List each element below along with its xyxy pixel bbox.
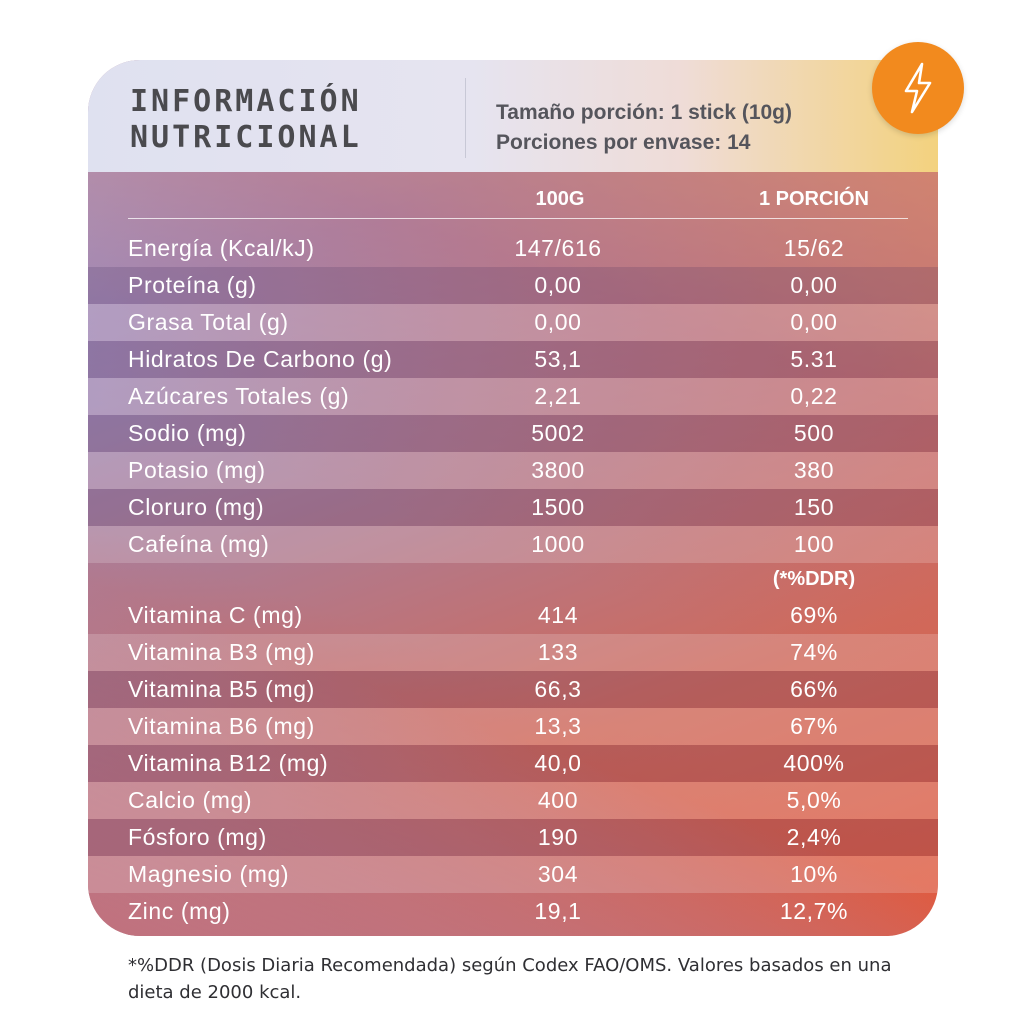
value-portion: 69%	[790, 602, 838, 628]
value-portion: 500	[793, 420, 835, 446]
table-row: Vitamina B12 (mg) 40,0 400%	[88, 745, 938, 782]
row-label: Vitamina B12 (mg)	[128, 750, 329, 776]
value-portion: 74%	[790, 639, 838, 665]
table-row: Hidratos De Carbono (g) 53,1 5.31	[88, 341, 938, 378]
row-label: Calcio (mg)	[128, 787, 253, 813]
value-100g: 40,0	[534, 750, 582, 776]
row-label: Cafeína (mg)	[128, 531, 270, 557]
value-portion: 100	[793, 531, 835, 557]
table-row: Magnesio (mg) 304 10%	[88, 856, 938, 893]
row-label: Grasa Total (g)	[128, 309, 289, 335]
ddr-header: (*%DDR)	[772, 568, 856, 590]
value-portion: 67%	[790, 713, 838, 739]
header-rule	[128, 218, 908, 219]
table-row: Vitamina B6 (mg) 13,3 67%	[88, 708, 938, 745]
value-100g: 0,00	[534, 272, 582, 298]
table-row: Calcio (mg) 400 5,0%	[88, 782, 938, 819]
value-100g: 147/616	[514, 235, 602, 261]
title-line-2: NUTRICIONAL	[130, 120, 362, 155]
footnote: *%DDR (Dosis Diaria Recomendada) según C…	[128, 955, 892, 1003]
value-100g: 53,1	[534, 346, 582, 372]
row-label: Vitamina C (mg)	[128, 602, 303, 628]
row-label: Azúcares Totales (g)	[128, 383, 350, 409]
value-portion: 0,22	[790, 383, 838, 409]
value-100g: 66,3	[534, 676, 582, 702]
row-label: Vitamina B6 (mg)	[128, 713, 315, 739]
value-100g: 5002	[531, 420, 585, 446]
row-label: Magnesio (mg)	[128, 861, 290, 887]
value-100g: 13,3	[534, 713, 582, 739]
value-100g: 304	[537, 861, 579, 887]
value-portion: 15/62	[783, 235, 845, 261]
value-100g: 133	[537, 639, 579, 665]
value-100g: 19,1	[534, 898, 582, 924]
portion-info: Tamaño porción: 1 stick (10g) Porciones …	[496, 98, 792, 158]
value-100g: 2,21	[534, 383, 582, 409]
value-portion: 66%	[790, 676, 838, 702]
table-row: Vitamina B5 (mg) 66,3 66%	[88, 671, 938, 708]
header-divider	[465, 78, 466, 158]
value-100g: 190	[537, 824, 579, 850]
table-row: Grasa Total (g) 0,00 0,00	[88, 304, 938, 341]
card-header: INFORMACIÓN NUTRICIONAL Tamaño porción: …	[88, 60, 938, 172]
value-100g: 400	[537, 787, 579, 813]
row-label: Vitamina B3 (mg)	[128, 639, 315, 665]
row-label: Zinc (mg)	[128, 898, 231, 924]
table-row: Potasio (mg) 3800 380	[88, 452, 938, 489]
table-row: Proteína (g) 0,00 0,00	[88, 267, 938, 304]
value-100g: 414	[537, 602, 579, 628]
value-portion: 380	[793, 457, 835, 483]
row-label: Vitamina B5 (mg)	[128, 676, 315, 702]
nutrition-card: INFORMACIÓN NUTRICIONAL Tamaño porción: …	[88, 60, 938, 936]
table-row: Cloruro (mg) 1500 150	[88, 489, 938, 526]
nutrient-table: Energía (Kcal/kJ) 147/616 15/62 Proteína (g…	[88, 60, 938, 936]
table-row: Azúcares Totales (g) 2,21 0,22	[88, 378, 938, 415]
value-portion: 10%	[790, 861, 838, 887]
value-portion: 400%	[783, 750, 845, 776]
value-portion: 2,4%	[786, 824, 842, 850]
row-label: Cloruro (mg)	[128, 494, 265, 520]
row-label: Potasio (mg)	[128, 457, 266, 483]
value-portion: 5,0%	[786, 787, 842, 813]
table-row: Fósforo (mg) 190 2,4%	[88, 819, 938, 856]
row-label: Proteína (g)	[128, 272, 257, 298]
table-row: Zinc (mg) 19,1 12,7%	[88, 893, 938, 930]
value-portion: 12,7%	[779, 898, 849, 924]
value-100g: 1000	[531, 531, 585, 557]
page-title: INFORMACIÓN NUTRICIONAL	[130, 84, 362, 156]
value-100g: 0,00	[534, 309, 582, 335]
row-label: Energía (Kcal/kJ)	[128, 235, 315, 261]
table-row: Sodio (mg) 5002 500	[88, 415, 938, 452]
value-portion: 0,00	[790, 272, 838, 298]
value-portion: 150	[793, 494, 835, 520]
table-row: Cafeína (mg) 1000 100	[88, 526, 938, 563]
value-portion: 5.31	[790, 346, 838, 372]
row-label: Sodio (mg)	[128, 420, 247, 446]
portions-per-pack: Porciones por envase: 14	[496, 131, 751, 154]
column-header-portion: 1 PORCIÓN	[758, 188, 870, 210]
table-row: Vitamina C (mg) 414 69%	[88, 597, 938, 634]
portion-size: Tamaño porción: 1 stick (10g)	[496, 101, 792, 124]
lightning-bolt-icon	[872, 42, 964, 134]
title-line-1: INFORMACIÓN	[130, 84, 362, 119]
value-100g: 1500	[531, 494, 585, 520]
table-row: Vitamina B3 (mg) 133 74%	[88, 634, 938, 671]
table-row: Energía (Kcal/kJ) 147/616 15/62	[88, 230, 938, 267]
value-portion: 0,00	[790, 309, 838, 335]
row-label: Hidratos De Carbono (g)	[128, 346, 393, 372]
column-header-100g: 100G	[535, 188, 585, 210]
value-100g: 3800	[531, 457, 585, 483]
row-label: Fósforo (mg)	[128, 824, 267, 850]
